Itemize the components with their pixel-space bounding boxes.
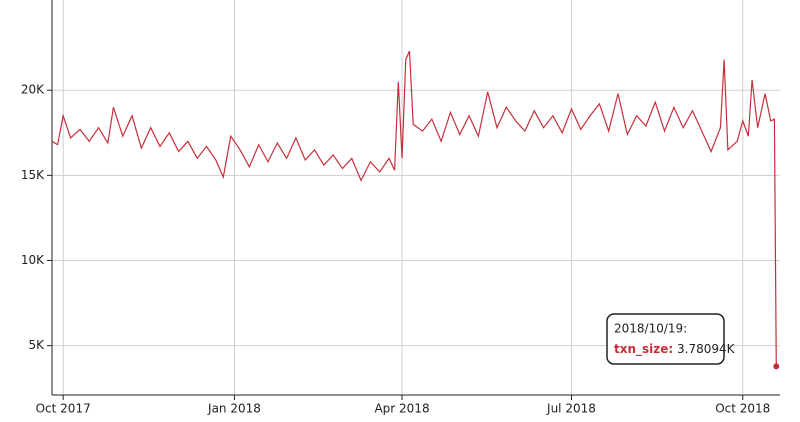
tooltip-number: 3.78094K bbox=[677, 342, 736, 356]
highlight-point bbox=[773, 363, 780, 370]
y-tick-label: 10K bbox=[21, 253, 45, 267]
x-tick-label: Apr 2018 bbox=[374, 402, 429, 416]
tooltip-date: 2018/10/19: bbox=[614, 322, 687, 336]
line bbox=[51, 50, 777, 367]
y-tick-label: 20K bbox=[21, 83, 45, 97]
y-tick-label: 15K bbox=[21, 168, 45, 182]
grid: 5K 10K 15K 20K Oct 2017 Jan 2018 Apr 2018 Jul 2… bbox=[21, 0, 780, 416]
tooltip-series: txn_size: bbox=[614, 342, 673, 357]
x-tick-label: Oct 2017 bbox=[36, 402, 91, 416]
y-tick-label: 5K bbox=[28, 338, 45, 352]
tooltip-value: txn_size: 3.78094K bbox=[614, 342, 736, 357]
x-tick-label: Jul 2018 bbox=[546, 402, 596, 416]
plot bbox=[51, 50, 780, 370]
tooltip-box bbox=[606, 313, 725, 365]
x-tick-label: Jan 2018 bbox=[207, 402, 261, 416]
x-tick-label: Oct 2018 bbox=[715, 402, 770, 416]
tooltip: 2018/10/19: txn_size: 3.78094K bbox=[606, 313, 736, 365]
